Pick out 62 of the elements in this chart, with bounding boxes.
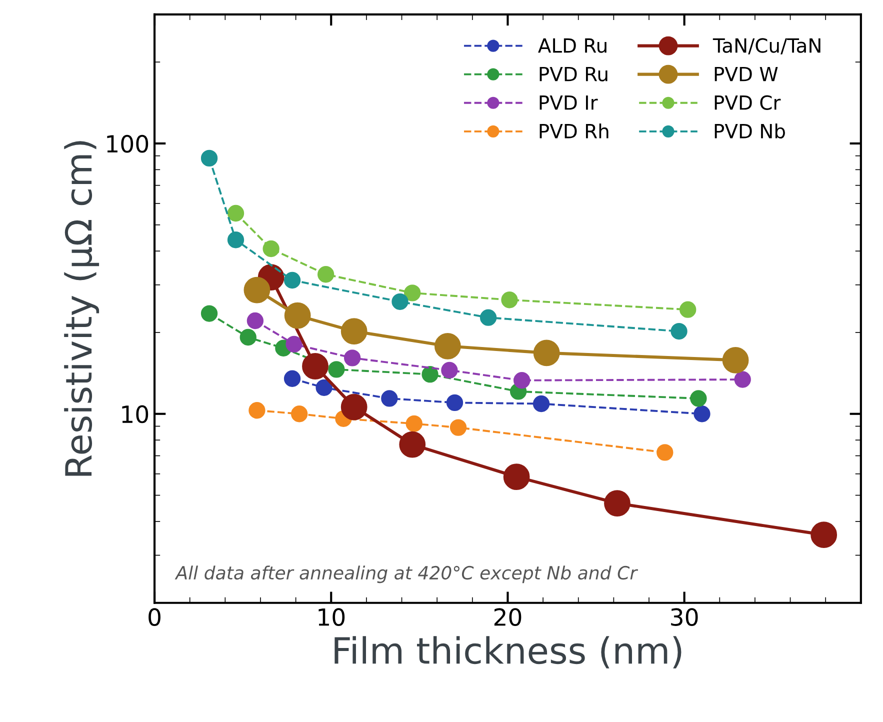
x-tick-label: 10 xyxy=(318,608,345,626)
point xyxy=(344,350,361,366)
point xyxy=(533,340,560,366)
point xyxy=(441,362,458,379)
legend-label: PVD Nb xyxy=(714,123,785,138)
point xyxy=(227,204,244,222)
point xyxy=(694,406,710,422)
point xyxy=(284,272,301,289)
legend-label: PVD Rh xyxy=(540,123,608,138)
point xyxy=(501,292,518,308)
point xyxy=(722,346,749,374)
point xyxy=(503,464,530,490)
point xyxy=(284,370,301,387)
point xyxy=(734,371,751,388)
point xyxy=(340,318,368,344)
x-axis-title: Film thickness (nm) xyxy=(334,636,682,668)
point xyxy=(244,276,270,304)
point xyxy=(240,328,256,346)
point xyxy=(656,444,674,461)
point xyxy=(246,312,264,330)
point xyxy=(480,309,497,326)
legend-label: PVD Cr xyxy=(714,95,781,110)
point xyxy=(248,402,266,419)
point xyxy=(381,390,398,407)
annotation: All data after annealing at 420°C except Nb and Cr xyxy=(174,566,638,584)
point xyxy=(284,302,311,329)
legend-label: ALD Ru xyxy=(538,38,606,53)
point xyxy=(302,353,328,380)
legend-label: PVD Ir xyxy=(540,96,598,110)
point xyxy=(670,322,688,340)
point xyxy=(200,150,218,167)
point xyxy=(392,293,408,310)
point xyxy=(604,490,630,516)
point xyxy=(434,332,461,360)
point xyxy=(404,284,421,302)
point xyxy=(514,372,530,389)
legend-label: TaN/Cu/TaN xyxy=(712,38,820,54)
point xyxy=(316,379,332,396)
point xyxy=(680,301,696,318)
point xyxy=(200,305,218,322)
legend-label: PVD Ru xyxy=(540,66,608,82)
point xyxy=(317,266,334,283)
point xyxy=(291,406,308,422)
point xyxy=(446,394,464,412)
point xyxy=(262,240,280,258)
y-tick-label: 100 xyxy=(107,134,148,153)
x-tick-label: 0 xyxy=(148,608,160,626)
point xyxy=(328,361,345,378)
x-tick-label: 30 xyxy=(671,608,698,626)
y-axis-title: Resistivity (μΩ cm) xyxy=(64,141,100,476)
point xyxy=(532,395,550,412)
point xyxy=(422,366,438,383)
point xyxy=(810,522,838,548)
point xyxy=(227,232,244,248)
x-tick-label: 20 xyxy=(494,608,522,626)
point xyxy=(450,419,467,436)
legend-label: PVD W xyxy=(714,66,778,82)
point xyxy=(286,336,302,353)
point xyxy=(340,394,368,420)
point xyxy=(406,415,422,432)
point xyxy=(690,390,707,407)
point xyxy=(399,431,426,458)
